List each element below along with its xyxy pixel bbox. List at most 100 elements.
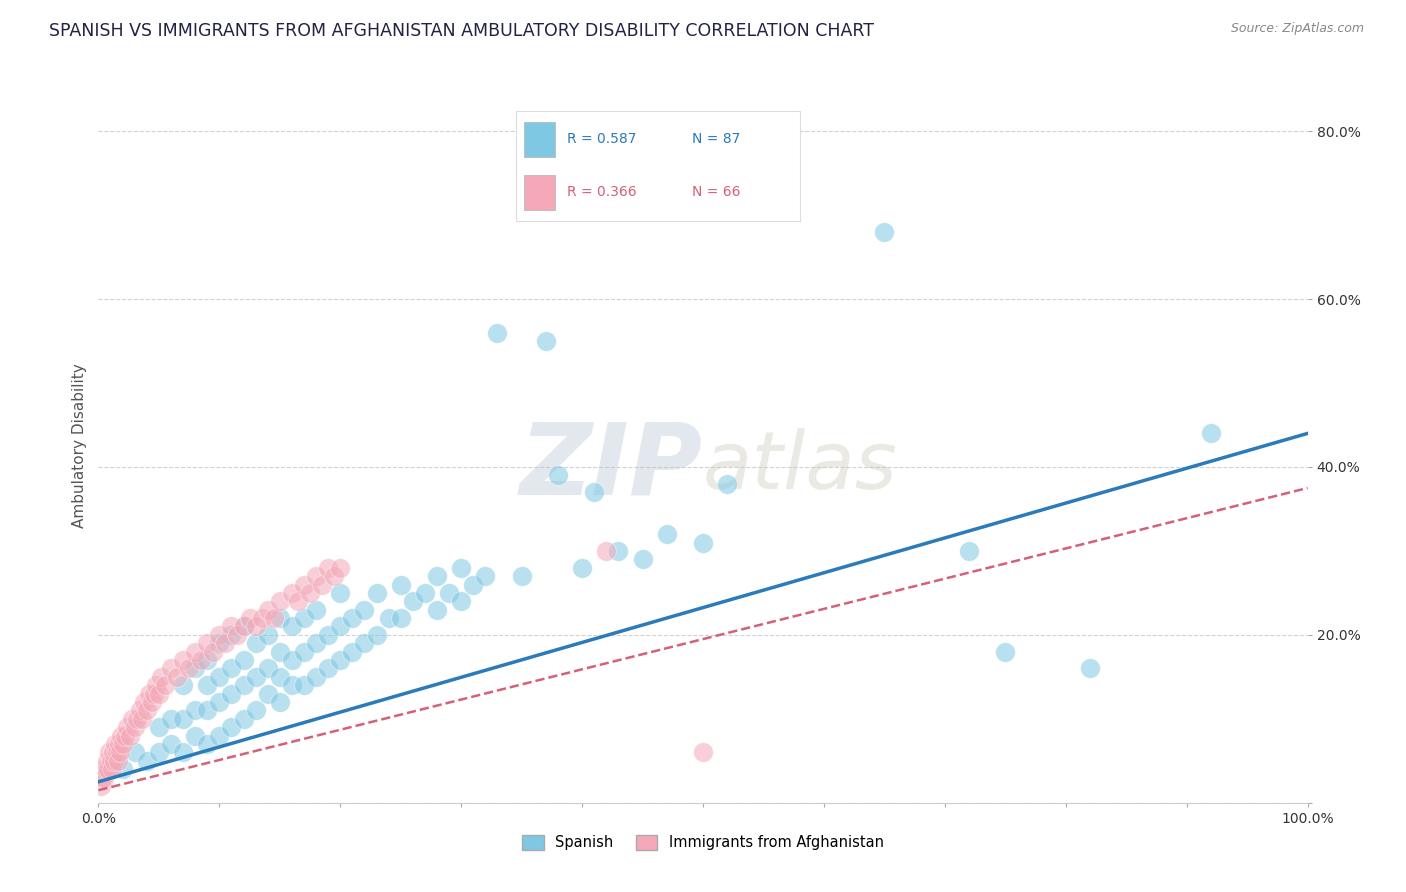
Point bbox=[221, 687, 243, 701]
Point bbox=[172, 712, 194, 726]
Point bbox=[486, 326, 509, 340]
Point bbox=[292, 678, 315, 692]
Point bbox=[269, 611, 291, 625]
Point bbox=[239, 611, 262, 625]
Point bbox=[221, 720, 243, 734]
Point bbox=[287, 594, 309, 608]
Point bbox=[117, 720, 139, 734]
Point bbox=[571, 560, 593, 574]
Point bbox=[160, 661, 183, 675]
Point bbox=[269, 645, 291, 659]
Point bbox=[389, 611, 412, 625]
Point bbox=[94, 762, 117, 776]
Point bbox=[263, 611, 285, 625]
Point bbox=[305, 670, 328, 684]
Point bbox=[98, 746, 121, 760]
Point bbox=[342, 645, 364, 659]
Point bbox=[269, 594, 291, 608]
Point bbox=[190, 653, 212, 667]
Point bbox=[232, 678, 254, 692]
Point bbox=[91, 762, 114, 776]
Point bbox=[692, 535, 714, 549]
Point bbox=[994, 645, 1017, 659]
Point bbox=[160, 737, 183, 751]
Point bbox=[353, 603, 375, 617]
Point bbox=[329, 653, 352, 667]
Point bbox=[118, 729, 141, 743]
Point bbox=[100, 754, 122, 768]
Point bbox=[221, 619, 243, 633]
Point bbox=[716, 476, 738, 491]
Point bbox=[607, 544, 630, 558]
Point bbox=[110, 729, 132, 743]
Point bbox=[510, 569, 533, 583]
Point bbox=[104, 737, 127, 751]
Point bbox=[128, 703, 150, 717]
Point bbox=[172, 746, 194, 760]
Point bbox=[195, 703, 218, 717]
Point bbox=[148, 746, 170, 760]
Point bbox=[195, 636, 218, 650]
Point bbox=[172, 653, 194, 667]
Point bbox=[195, 737, 218, 751]
Point bbox=[957, 544, 980, 558]
Point bbox=[366, 586, 388, 600]
Point bbox=[138, 687, 160, 701]
Point bbox=[426, 569, 449, 583]
Point bbox=[135, 754, 157, 768]
Point bbox=[107, 754, 129, 768]
Point bbox=[437, 586, 460, 600]
Point bbox=[108, 737, 131, 751]
Point bbox=[232, 712, 254, 726]
Y-axis label: Ambulatory Disability: Ambulatory Disability bbox=[72, 364, 87, 528]
Point bbox=[245, 703, 267, 717]
Point bbox=[208, 695, 231, 709]
Point bbox=[269, 670, 291, 684]
Point bbox=[108, 746, 131, 760]
Point bbox=[323, 569, 346, 583]
Point bbox=[135, 703, 157, 717]
Text: SPANISH VS IMMIGRANTS FROM AFGHANISTAN AMBULATORY DISABILITY CORRELATION CHART: SPANISH VS IMMIGRANTS FROM AFGHANISTAN A… bbox=[49, 22, 875, 40]
Point bbox=[208, 636, 231, 650]
Point bbox=[143, 687, 166, 701]
Point bbox=[281, 678, 304, 692]
Point bbox=[402, 594, 425, 608]
Point bbox=[166, 670, 188, 684]
Point bbox=[232, 619, 254, 633]
Point bbox=[329, 586, 352, 600]
Point bbox=[214, 636, 236, 650]
Point bbox=[245, 636, 267, 650]
Point bbox=[184, 645, 207, 659]
Point bbox=[195, 653, 218, 667]
Point bbox=[316, 628, 339, 642]
Point bbox=[90, 779, 112, 793]
Point bbox=[269, 695, 291, 709]
Point bbox=[226, 628, 249, 642]
Point bbox=[184, 703, 207, 717]
Text: atlas: atlas bbox=[703, 428, 898, 507]
Point bbox=[1078, 661, 1101, 675]
Point bbox=[292, 611, 315, 625]
Text: ZIP: ZIP bbox=[520, 419, 703, 516]
Point bbox=[101, 746, 124, 760]
Point bbox=[873, 225, 896, 239]
Point bbox=[256, 661, 278, 675]
Point bbox=[97, 762, 120, 776]
Point bbox=[127, 712, 149, 726]
Point bbox=[245, 619, 267, 633]
Point bbox=[534, 334, 557, 348]
Point bbox=[292, 645, 315, 659]
Point bbox=[208, 670, 231, 684]
Point bbox=[202, 645, 225, 659]
Point bbox=[426, 603, 449, 617]
Point bbox=[232, 653, 254, 667]
Point bbox=[148, 720, 170, 734]
Point bbox=[692, 746, 714, 760]
Point bbox=[124, 746, 146, 760]
Point bbox=[195, 678, 218, 692]
Point bbox=[366, 628, 388, 642]
Point bbox=[121, 712, 143, 726]
Point bbox=[160, 712, 183, 726]
Point bbox=[342, 611, 364, 625]
Legend: Spanish, Immigrants from Afghanistan: Spanish, Immigrants from Afghanistan bbox=[516, 829, 890, 856]
